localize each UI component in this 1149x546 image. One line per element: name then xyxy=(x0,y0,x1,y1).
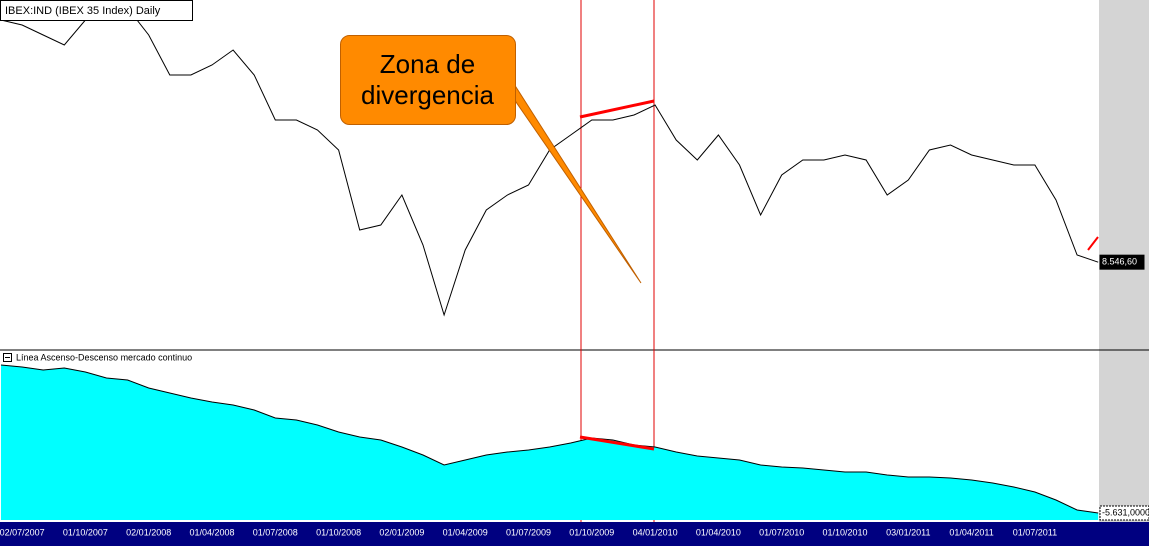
callout-text: Zona de divergencia xyxy=(361,48,494,110)
x-tick-label: 01/07/2010 xyxy=(759,527,804,537)
price-line xyxy=(0,7,1099,317)
value-label: -5.631,0000 xyxy=(1102,507,1149,517)
area-outline xyxy=(0,364,1099,514)
x-tick-label: 01/04/2010 xyxy=(696,527,741,537)
x-tick-label: 01/04/2008 xyxy=(189,527,234,537)
callout-pointer xyxy=(499,61,642,284)
x-tick-label: 01/07/2009 xyxy=(506,527,551,537)
x-tick-label: 03/01/2011 xyxy=(886,527,930,537)
area xyxy=(1,365,1099,520)
x-tick-label: 01/07/2008 xyxy=(253,527,298,537)
x-tick-label: 01/10/2010 xyxy=(822,527,867,537)
x-tick-label: 02/07/2007 xyxy=(0,527,45,537)
x-tick-label: 01/10/2009 xyxy=(569,527,614,537)
panel-title: Línea Ascenso-Descenso mercado continuo xyxy=(16,352,192,362)
value-label: 8.546,60 xyxy=(1102,257,1137,267)
x-tick-label: 01/04/2009 xyxy=(443,527,488,537)
divergence-line xyxy=(579,99,655,119)
plots xyxy=(0,7,1099,520)
x-tick-label: 04/01/2010 xyxy=(633,527,678,537)
last-move xyxy=(1087,236,1099,251)
x-axis-band xyxy=(0,522,1149,546)
x-tick-label: 01/10/2007 xyxy=(63,527,108,537)
x-tick-label: 01/07/2011 xyxy=(1013,527,1057,537)
value-label-box xyxy=(1099,505,1149,521)
x-tick-label: 02/01/2009 xyxy=(379,527,424,537)
x-tick-label: 02/01/2008 xyxy=(126,527,171,537)
chart-title: IBEX:IND (IBEX 35 Index) Daily xyxy=(5,5,161,17)
x-tick-label: 01/04/2011 xyxy=(949,527,993,537)
title-box xyxy=(0,0,193,21)
x-tick-label: 01/10/2008 xyxy=(316,527,361,537)
value-label-box xyxy=(1099,254,1145,270)
divergence-line xyxy=(579,435,655,451)
callout-box xyxy=(340,35,516,125)
